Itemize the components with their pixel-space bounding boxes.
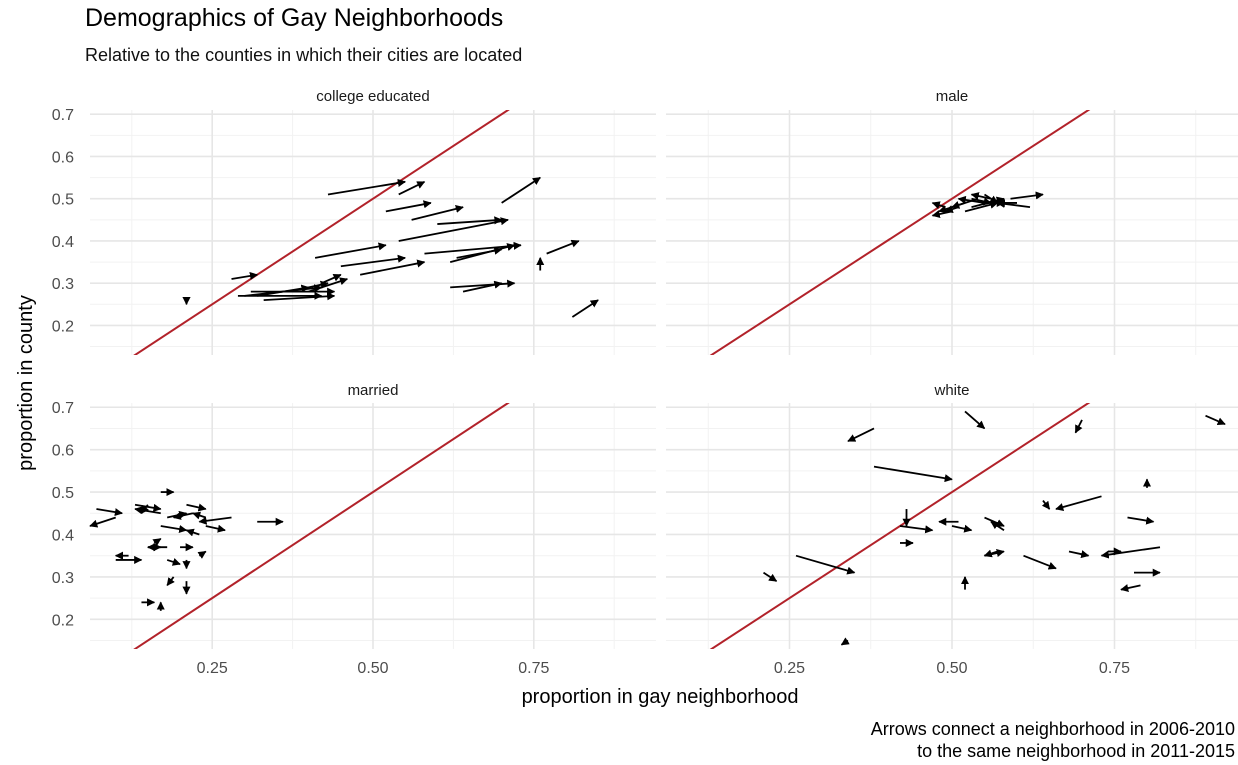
arrow: [206, 526, 225, 530]
y-tick-label: 0.5: [52, 485, 74, 502]
y-tick-label: 0.4: [52, 234, 74, 251]
arrow: [1043, 501, 1050, 509]
chart-caption: Arrows connect a neighborhood in 2006-20…: [871, 718, 1235, 762]
caption-line-1: Arrows connect a neighborhood in 2006-20…: [871, 718, 1235, 740]
x-tick-label: 0.75: [518, 660, 549, 677]
arrow: [1076, 420, 1083, 433]
arrow: [199, 551, 205, 555]
arrow: [154, 539, 160, 543]
arrow: [1128, 518, 1154, 522]
arrow: [193, 513, 206, 517]
arrow: [167, 560, 180, 564]
y-tick-label: 0.3: [52, 276, 74, 293]
arrow: [328, 182, 405, 195]
arrow: [90, 518, 116, 526]
y-tick-label: 0.7: [52, 400, 74, 417]
arrow: [933, 211, 953, 215]
arrow: [1024, 556, 1057, 569]
arrow: [1069, 551, 1089, 555]
arrow: [199, 518, 231, 522]
arrow: [965, 411, 985, 428]
y-tick-label: 0.6: [52, 443, 74, 460]
facet-panel-male: male: [666, 13, 1238, 385]
y-tick-label: 0.4: [52, 527, 74, 544]
y-tick-label: 0.2: [52, 318, 74, 335]
arrow: [386, 203, 431, 211]
x-axis-title: proportion in gay neighborhood: [522, 686, 799, 708]
arrow: [572, 300, 598, 317]
arrow: [96, 509, 122, 513]
caption-line-2: to the same neighborhood in 2011-2015: [871, 740, 1235, 762]
arrow: [900, 526, 933, 530]
arrow: [547, 241, 579, 254]
arrow: [874, 467, 952, 480]
arrow: [1121, 585, 1141, 589]
y-tick-label: 0.3: [52, 570, 74, 587]
arrow: [952, 526, 972, 530]
arrow: [360, 262, 424, 275]
x-tick-label: 0.25: [197, 660, 228, 677]
x-tick-label: 0.50: [357, 660, 388, 677]
y-tick-label: 0.5: [52, 192, 74, 209]
grid: [90, 110, 656, 355]
x-tick-label: 0.25: [774, 660, 805, 677]
arrow: [842, 641, 849, 645]
facet-label: white: [933, 382, 969, 399]
grid: [90, 403, 656, 649]
grid: [666, 110, 1238, 355]
x-tick-label: 0.50: [936, 660, 967, 677]
facet-panel-white: white 0.25 0.50 0.75: [666, 305, 1238, 678]
y-tick-label: 0.7: [52, 107, 74, 124]
arrow: [315, 245, 386, 258]
arrow: [848, 428, 874, 441]
arrow: [1056, 496, 1102, 509]
arrow: [167, 577, 173, 585]
arrow: [399, 182, 425, 195]
x-tick-label: 0.75: [1099, 660, 1130, 677]
facet-label: male: [936, 88, 969, 105]
y-tick-label: 0.6: [52, 149, 74, 166]
y-tick-label: 0.2: [52, 612, 74, 629]
arrow: [412, 207, 463, 220]
facet-panel-college-educated: college educated 0.2 0.3 0.4 0.5 0.6 0.7: [52, 13, 656, 385]
facet-label: married: [348, 382, 399, 399]
y-axis-title: proportion in county: [15, 295, 37, 471]
arrow: [796, 556, 855, 573]
arrow: [161, 526, 187, 530]
facet-label: college educated: [316, 88, 429, 105]
arrow: [1206, 416, 1226, 424]
arrow: [186, 505, 205, 509]
facet-panel-married: married 0.2 0.3 0.4 0.5 0.6 0.7 0.25 0.50 0.75: [52, 305, 656, 678]
arrow: [135, 509, 161, 513]
